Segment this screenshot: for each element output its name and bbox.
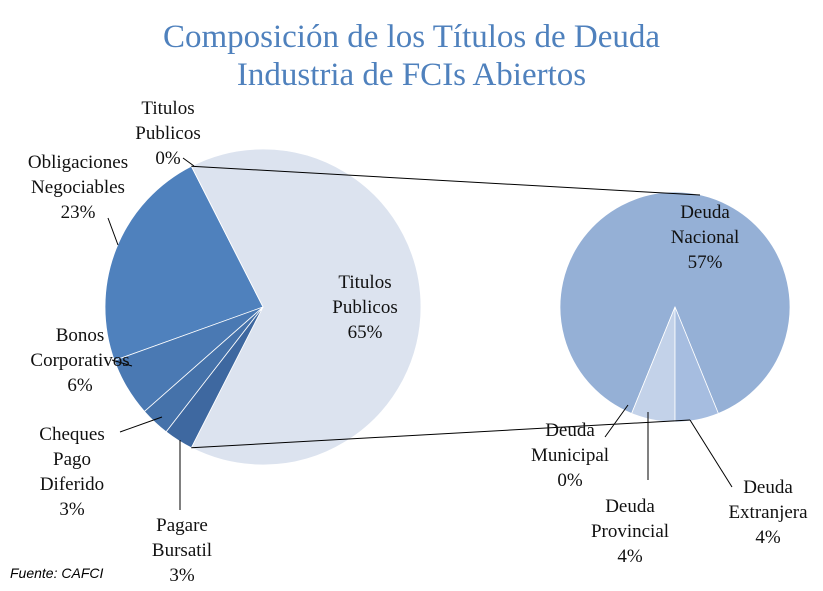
data-label: Deuda Nacional 57% [671, 200, 740, 275]
slice-value: 6% [67, 375, 93, 396]
pie-slice [190, 148, 422, 466]
leader-line [111, 359, 133, 367]
data-label: Titulos Publicos 65% [332, 270, 397, 345]
pie-slice [559, 191, 791, 415]
slice-value: 4% [617, 546, 643, 567]
data-label: Pagare Bursatil 3% [152, 513, 212, 588]
pie-slice [165, 306, 264, 449]
data-label: Deuda Municipal 0% [531, 418, 609, 493]
pie-slice [104, 165, 264, 362]
leader-line [107, 217, 119, 246]
slice-value: 4% [755, 527, 781, 548]
slice-name: Deuda Nacional [670, 202, 740, 248]
slice-name: Pagare Bursatil [151, 515, 213, 561]
slice-name: Bonos Corporativos [30, 325, 130, 371]
slice-value: 0% [557, 470, 583, 491]
leader-line [604, 404, 629, 438]
data-label: Deuda Provincial 4% [591, 494, 669, 569]
slice-name: Deuda Municipal [530, 420, 610, 466]
source: Fuente: CAFCI [10, 565, 104, 581]
slice-value: 65% [347, 322, 383, 343]
data-label: Bonos Corporativos 6% [30, 323, 129, 398]
slice-value: 3% [169, 565, 195, 586]
leader-line [182, 157, 195, 167]
leader-line [689, 419, 733, 488]
leader-line [119, 416, 163, 433]
slice-name: Cheques Pago Diferido [39, 424, 105, 495]
slice-value: 57% [687, 252, 723, 273]
connector-line [191, 419, 691, 449]
slice-value: 0% [155, 148, 181, 169]
chart-title: Composición de los Títulos de Deuda [162, 19, 661, 55]
data-label: Cheques Pago Diferido 3% [39, 422, 104, 522]
connector-line [191, 165, 701, 196]
slice-name: Deuda Provincial [590, 496, 670, 542]
data-label: Deuda Extranjera 4% [728, 475, 807, 550]
slice-name: Deuda Extranjera [728, 477, 808, 523]
data-label: Titulos Publicos 0% [135, 96, 200, 171]
chart-title: Industria de FCIs Abiertos [236, 57, 587, 93]
pie-slice [674, 306, 719, 423]
slice-name: Titulos Publicos [135, 98, 201, 144]
slice-value: 23% [60, 202, 96, 223]
slice-name: Titulos Publicos [332, 272, 398, 318]
slice-value: 3% [59, 499, 85, 520]
slice-name: Obligaciones Negociables [27, 152, 129, 198]
data-label: Obligaciones Negociables 23% [28, 150, 128, 225]
